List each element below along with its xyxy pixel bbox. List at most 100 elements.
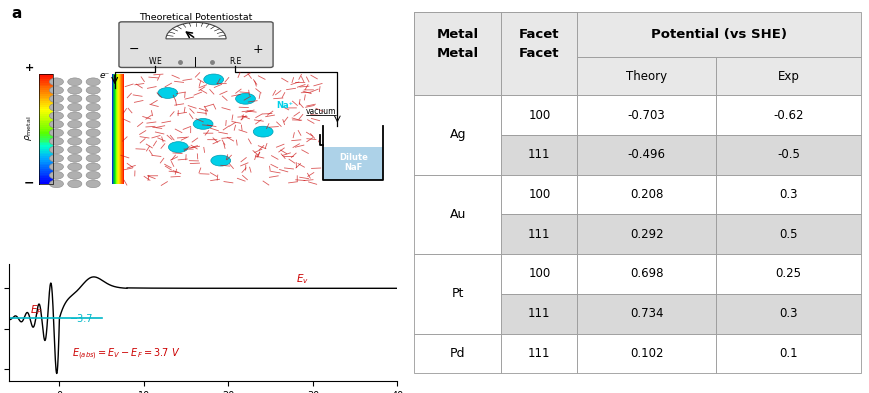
- Bar: [39, 121, 53, 123]
- Text: 0.3: 0.3: [779, 307, 797, 320]
- Circle shape: [68, 138, 82, 145]
- Circle shape: [203, 74, 223, 85]
- Bar: [414, 174, 501, 254]
- Circle shape: [169, 142, 188, 152]
- Circle shape: [86, 112, 100, 119]
- Circle shape: [68, 180, 82, 188]
- Bar: [39, 116, 53, 118]
- Bar: [39, 79, 53, 81]
- Bar: [715, 214, 860, 254]
- Text: Na⁺: Na⁺: [275, 101, 293, 110]
- Bar: [577, 254, 715, 294]
- Circle shape: [50, 146, 63, 154]
- Text: Theoretical Potentiostat: Theoretical Potentiostat: [139, 13, 252, 22]
- Bar: [577, 12, 860, 57]
- Circle shape: [68, 95, 82, 103]
- Circle shape: [68, 154, 82, 162]
- Text: 111: 111: [527, 148, 550, 161]
- Bar: [39, 81, 53, 83]
- Bar: [39, 158, 53, 160]
- Circle shape: [210, 155, 230, 166]
- Circle shape: [235, 94, 255, 104]
- Bar: [323, 147, 383, 180]
- Text: $E_{(abs)} = E_V - E_F = 3.7\ V$: $E_{(abs)} = E_V - E_F = 3.7\ V$: [72, 347, 180, 362]
- Circle shape: [68, 120, 82, 128]
- Text: 0.698: 0.698: [629, 268, 663, 281]
- Bar: [39, 101, 53, 103]
- Circle shape: [86, 129, 100, 137]
- Bar: [39, 140, 53, 141]
- Bar: [39, 112, 53, 114]
- Bar: [414, 57, 501, 95]
- Circle shape: [253, 126, 273, 137]
- Circle shape: [86, 103, 100, 111]
- Circle shape: [50, 86, 63, 94]
- Bar: [39, 118, 53, 119]
- Bar: [501, 12, 577, 57]
- Circle shape: [50, 103, 63, 111]
- Circle shape: [86, 180, 100, 188]
- Text: −: −: [129, 43, 139, 56]
- Text: W.E: W.E: [149, 57, 162, 66]
- Circle shape: [50, 163, 63, 171]
- Circle shape: [50, 180, 63, 188]
- Bar: [39, 165, 53, 167]
- Text: Potential (vs SHE): Potential (vs SHE): [651, 28, 786, 41]
- Bar: [39, 174, 53, 176]
- Bar: [39, 99, 53, 101]
- Text: vacuum: vacuum: [306, 107, 336, 116]
- Bar: [39, 176, 53, 178]
- Bar: [414, 254, 501, 334]
- Bar: [39, 180, 53, 182]
- Bar: [39, 167, 53, 169]
- Bar: [39, 136, 53, 138]
- Bar: [501, 135, 577, 174]
- Bar: [414, 12, 501, 95]
- Bar: [39, 84, 53, 86]
- Text: Metal: Metal: [436, 47, 478, 60]
- Bar: [39, 73, 53, 75]
- Text: 100: 100: [527, 108, 550, 121]
- FancyBboxPatch shape: [119, 22, 273, 68]
- Circle shape: [68, 146, 82, 154]
- Text: e⁻: e⁻: [100, 72, 109, 81]
- Bar: [39, 173, 53, 174]
- Bar: [39, 151, 53, 152]
- Bar: [39, 107, 53, 108]
- Bar: [39, 163, 53, 165]
- Text: 0.292: 0.292: [629, 228, 663, 241]
- Circle shape: [50, 138, 63, 145]
- Text: −: −: [24, 177, 35, 190]
- Text: R.E: R.E: [229, 57, 241, 66]
- Circle shape: [86, 154, 100, 162]
- Bar: [39, 129, 53, 130]
- Bar: [39, 134, 53, 136]
- Bar: [39, 123, 53, 125]
- Bar: [414, 95, 501, 174]
- Bar: [39, 108, 53, 110]
- Circle shape: [68, 112, 82, 119]
- Text: Ag: Ag: [449, 129, 466, 141]
- Bar: [39, 156, 53, 158]
- Bar: [39, 95, 53, 97]
- Bar: [577, 95, 715, 135]
- Bar: [501, 254, 577, 294]
- Text: 0.102: 0.102: [629, 347, 663, 360]
- Bar: [501, 12, 577, 95]
- Text: 111: 111: [527, 307, 550, 320]
- Bar: [39, 149, 53, 151]
- Circle shape: [86, 78, 100, 86]
- Bar: [39, 94, 53, 95]
- Bar: [577, 174, 715, 214]
- Bar: [39, 132, 53, 134]
- Text: Pd: Pd: [449, 347, 465, 360]
- Bar: [39, 127, 53, 129]
- Circle shape: [50, 120, 63, 128]
- Text: Exp: Exp: [777, 70, 799, 83]
- Text: 100: 100: [527, 268, 550, 281]
- Text: 0.25: 0.25: [775, 268, 800, 281]
- Circle shape: [68, 86, 82, 94]
- Circle shape: [193, 118, 213, 129]
- Bar: [577, 334, 715, 373]
- Text: -0.703: -0.703: [627, 108, 665, 121]
